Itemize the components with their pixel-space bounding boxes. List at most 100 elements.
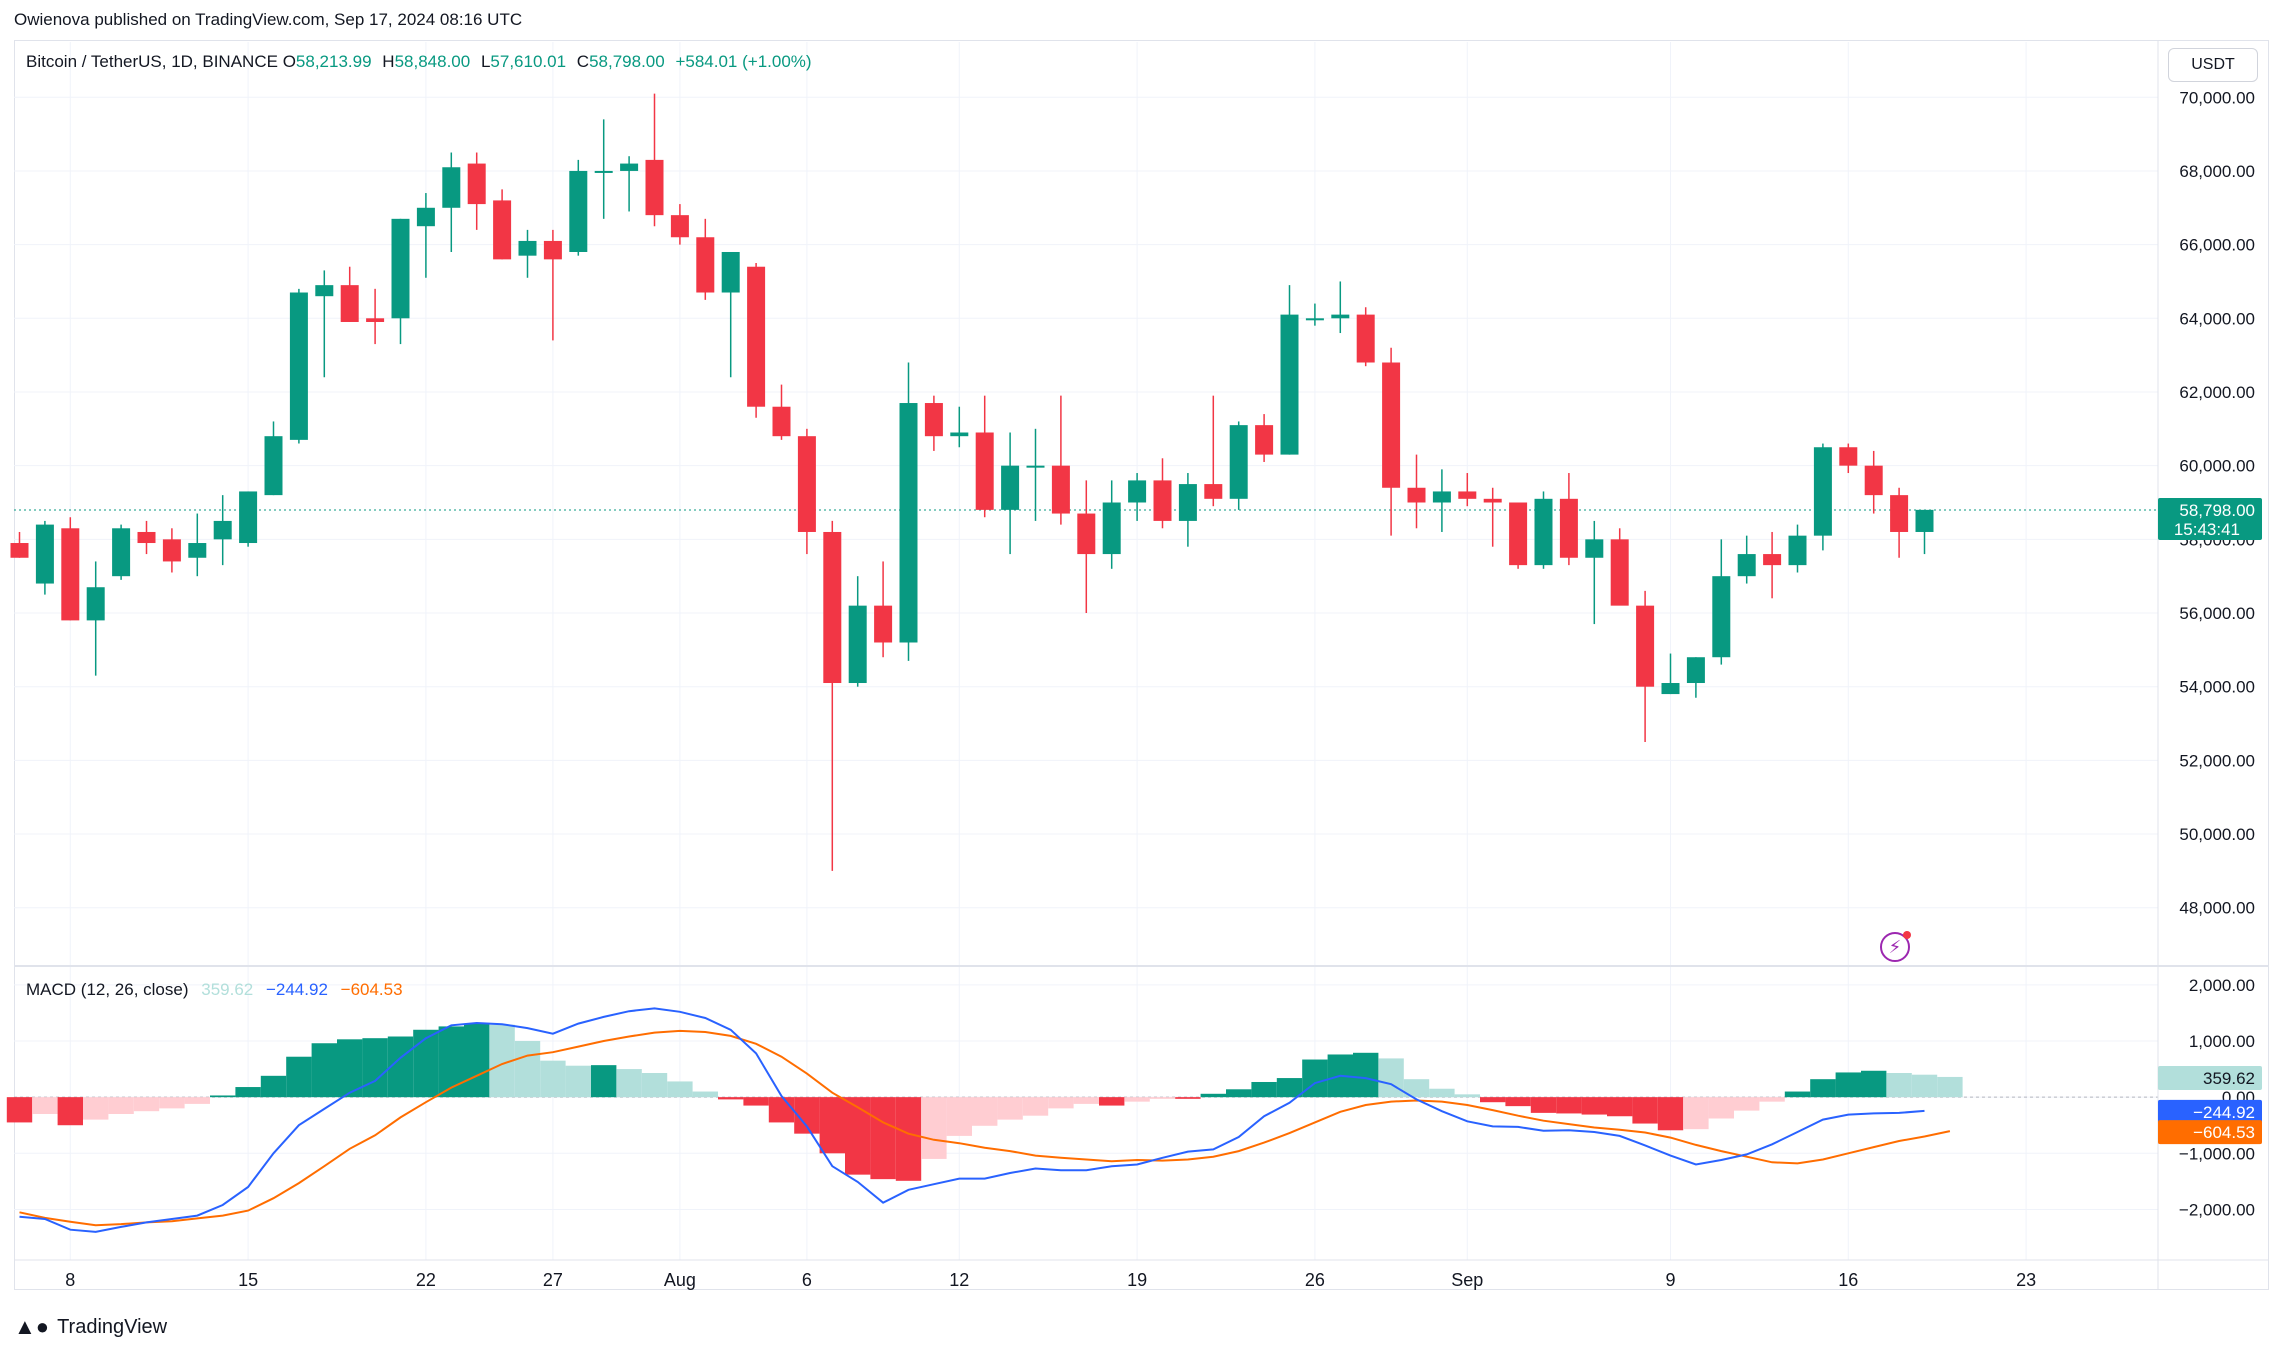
macd-value-label: −244.92 <box>2193 1103 2255 1122</box>
price-tick-label: 50,000.00 <box>2179 825 2255 844</box>
histogram-bar <box>1276 1078 1303 1098</box>
histogram-bar <box>1073 1097 1099 1104</box>
histogram-bar <box>1784 1091 1811 1098</box>
histogram-bar <box>337 1039 363 1098</box>
histogram-bar <box>184 1097 210 1104</box>
macd-lines <box>19 1007 1951 1233</box>
histogram-bar <box>413 1029 439 1098</box>
candle-body <box>696 237 715 293</box>
time-tick-label: Aug <box>664 1270 696 1290</box>
candle-body <box>924 403 943 437</box>
histogram-bar <box>1149 1097 1176 1099</box>
histogram-bar <box>997 1097 1023 1120</box>
candle-body <box>1001 465 1020 510</box>
histogram-bar <box>311 1043 337 1098</box>
candle-body <box>670 215 689 238</box>
histogram-bar <box>768 1097 795 1123</box>
histogram-bar <box>718 1097 744 1100</box>
price-tick-label: 64,000.00 <box>2179 309 2255 328</box>
price-tick-label: 56,000.00 <box>2179 604 2255 623</box>
histogram-bar <box>286 1056 312 1098</box>
candle-body <box>1178 484 1197 521</box>
candle-body <box>1077 513 1096 555</box>
open-value: 58,213.99 <box>295 52 372 71</box>
candle-body <box>1813 447 1832 536</box>
histogram-bar <box>946 1097 972 1136</box>
candle-body <box>1280 314 1299 455</box>
macd-tick-label: −2,000.00 <box>2179 1200 2255 1219</box>
candle-body <box>1255 425 1274 455</box>
candle-body <box>1382 362 1401 488</box>
time-tick-label: 15 <box>238 1270 258 1290</box>
histogram-bar <box>1302 1059 1328 1098</box>
candle-body <box>1128 480 1147 503</box>
candle-body <box>848 605 867 684</box>
candle-body <box>340 285 359 322</box>
candle-body <box>1026 465 1045 468</box>
histogram-bar <box>1886 1073 1912 1098</box>
macd-axis: 2,000.001,000.000.00−1,000.00−2,000.00 <box>2179 976 2255 1220</box>
histogram-bar <box>1835 1072 1861 1098</box>
candle-body <box>1051 465 1070 514</box>
price-tick-label: 52,000.00 <box>2179 751 2255 770</box>
candle-body <box>874 605 893 643</box>
candle-body <box>493 200 512 260</box>
candle-body <box>975 432 994 510</box>
histogram-bar <box>921 1097 947 1159</box>
currency-button[interactable]: USDT <box>2168 48 2258 82</box>
macd-legend[interactable]: MACD (12, 26, close) 359.62 −244.92 −604… <box>26 980 411 1000</box>
macd-line <box>19 1007 1925 1233</box>
candle-body <box>1305 318 1324 321</box>
candle-body <box>366 318 385 322</box>
histogram-bar <box>692 1091 718 1098</box>
candle-body <box>162 539 181 562</box>
histogram-bar <box>895 1097 922 1181</box>
histogram-bar <box>1251 1081 1277 1098</box>
candle-body <box>1153 480 1172 521</box>
countdown-label: 15:43:41 <box>2174 520 2240 539</box>
histogram-bar <box>667 1081 693 1098</box>
histogram-bar <box>1581 1097 1607 1115</box>
candle-body <box>315 285 334 297</box>
high-label: H <box>382 52 395 71</box>
candle-body <box>1331 314 1350 319</box>
price-tick-label: 48,000.00 <box>2179 899 2255 918</box>
low-label: L <box>480 52 491 71</box>
symbol-name[interactable]: Bitcoin / TetherUS, 1D, BINANCE <box>26 52 278 71</box>
candle-body <box>1509 502 1528 566</box>
histogram-bar <box>210 1095 236 1098</box>
candle-body <box>213 520 232 540</box>
candle-body <box>645 159 664 216</box>
histogram-bar <box>6 1097 33 1123</box>
candle-body <box>467 163 486 205</box>
footer: ▲● TradingView <box>14 1314 167 1340</box>
histogram-bar <box>870 1097 896 1180</box>
histogram-bar <box>1353 1052 1379 1098</box>
histogram-bar <box>1759 1097 1785 1102</box>
time-tick-label: 8 <box>65 1270 75 1290</box>
symbol-legend[interactable]: Bitcoin / TetherUS, 1D, BINANCE O58,213.… <box>26 52 818 72</box>
open-label: O <box>282 52 296 71</box>
pane-separator <box>14 40 2269 1290</box>
candle-body <box>772 406 791 437</box>
chart-frame <box>14 40 2269 1290</box>
histogram-bar <box>1226 1089 1252 1098</box>
candle-body <box>1102 502 1121 555</box>
macd-tick-label: −1,000.00 <box>2179 1144 2255 1163</box>
time-tick-label: 27 <box>543 1270 563 1290</box>
histogram-bar <box>1022 1097 1049 1116</box>
macd-title[interactable]: MACD (12, 26, close) <box>26 980 189 999</box>
last-price-label: 58,798.00 <box>2179 501 2255 520</box>
candle-body <box>1864 465 1883 496</box>
histogram-bar <box>1505 1097 1531 1107</box>
histogram-bar <box>1607 1097 1633 1117</box>
candle-body <box>1432 491 1451 503</box>
lightning-icon[interactable]: ⚡ <box>1880 931 1911 962</box>
histogram-bar <box>1429 1088 1455 1098</box>
histogram-bar <box>1657 1097 1684 1131</box>
candle-body <box>797 436 816 532</box>
candle-body <box>289 292 308 440</box>
histogram-bar <box>83 1097 109 1120</box>
time-tick-label: 26 <box>1305 1270 1325 1290</box>
